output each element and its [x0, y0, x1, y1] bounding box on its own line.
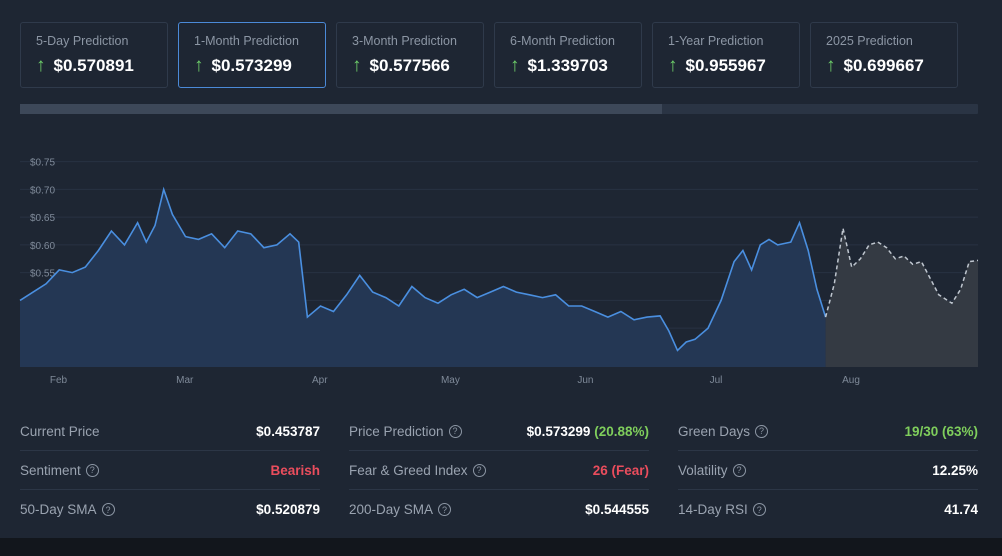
tab-value-row: ↑ $0.955967	[668, 55, 799, 77]
x-tick-label: Jul	[710, 375, 723, 386]
tab-value: $0.699667	[843, 56, 924, 75]
help-icon[interactable]: ?	[752, 503, 766, 516]
stat-current-price: Current Price $0.453787	[20, 412, 320, 451]
stat-volatility: Volatility? 12.25%	[678, 451, 978, 490]
tab-label: 5-Day Prediction	[36, 34, 129, 48]
help-icon[interactable]: ?	[732, 463, 746, 477]
stat-value-change: (20.88%)	[594, 423, 649, 439]
stats-column: Current Price $0.453787 Sentiment? Beari…	[20, 412, 320, 529]
forecast-line	[824, 228, 979, 318]
tab-5-day-prediction[interactable]: 5-Day Prediction ↑ $0.570891	[20, 22, 168, 88]
stat-value: $0.453787	[256, 423, 320, 439]
tab-value: $1.339703	[527, 56, 608, 75]
stat-label: Current Price	[20, 423, 100, 439]
price-chart: $0.75$0.70$0.65$0.60$0.55$0.50$0.45$0.40…	[19, 158, 979, 386]
stats-column: Green Days? 19/30 (63%) Volatility? 12.2…	[678, 412, 978, 529]
help-icon[interactable]: ?	[448, 424, 462, 438]
tab-label: 1-Month Prediction	[194, 34, 299, 48]
tab-2025-prediction[interactable]: 2025 Prediction ↑ $0.699667	[810, 22, 958, 88]
y-tick-label: $0.75	[30, 158, 55, 169]
tab-value-row: ↑ $0.573299	[194, 55, 325, 77]
stat-label: Volatility?	[678, 463, 746, 478]
tab-value: $0.577566	[369, 56, 450, 75]
stat-value: $0.544555	[585, 502, 649, 517]
help-icon[interactable]: ?	[472, 463, 486, 477]
stat-label: 14-Day RSI?	[678, 502, 766, 517]
tab-value: $0.570891	[53, 56, 134, 75]
tab-3-month-prediction[interactable]: 3-Month Prediction ↑ $0.577566	[336, 22, 484, 88]
stats-column: Price Prediction? $0.573299 (20.88%) Fea…	[349, 412, 649, 529]
stat-label: 200-Day SMA?	[349, 502, 452, 517]
stat-fear-greed-index: Fear & Greed Index? 26 (Fear)	[349, 451, 649, 490]
help-icon[interactable]: ?	[85, 463, 99, 477]
stat-value: Bearish	[270, 462, 320, 478]
stat-value: 41.74	[944, 502, 978, 517]
arrow-up-icon: ↑	[352, 55, 362, 76]
x-tick-label: Aug	[842, 375, 860, 386]
help-icon[interactable]: ?	[438, 503, 452, 516]
x-tick-label: Jun	[577, 375, 593, 386]
prediction-tabs: 5-Day Prediction ↑ $0.570891 1-Month Pre…	[20, 22, 958, 88]
stat-label: Fear & Greed Index?	[349, 463, 486, 478]
arrow-up-icon: ↑	[36, 55, 46, 76]
help-icon[interactable]: ?	[755, 424, 769, 438]
tab-label: 3-Month Prediction	[352, 34, 457, 48]
tab-6-month-prediction[interactable]: 6-Month Prediction ↑ $1.339703	[494, 22, 642, 88]
tab-value-row: ↑ $0.577566	[352, 55, 483, 77]
bottom-bar	[0, 538, 1002, 556]
stat-200-day-sma: 200-Day SMA? $0.544555	[349, 490, 649, 529]
tab-label: 6-Month Prediction	[510, 34, 615, 48]
stat-value: 12.25%	[932, 462, 978, 478]
tab-value: $0.955967	[685, 56, 766, 75]
tab-value-row: ↑ $1.339703	[510, 55, 641, 77]
stat-value: $0.573299 (20.88%)	[526, 423, 649, 439]
arrow-up-icon: ↑	[194, 55, 204, 76]
x-tick-label: Feb	[50, 375, 68, 386]
y-tick-label: $0.70	[30, 185, 55, 196]
stat-green-days: Green Days? 19/30 (63%)	[678, 412, 978, 451]
y-tick-label: $0.55	[30, 269, 55, 280]
tab-1-month-prediction[interactable]: 1-Month Prediction ↑ $0.573299	[178, 22, 326, 88]
stat-label: 50-Day SMA?	[20, 502, 115, 517]
scrollbar-thumb[interactable]	[20, 104, 662, 114]
forecast-area	[825, 228, 978, 367]
arrow-up-icon: ↑	[826, 55, 836, 76]
stat-14-day-rsi: 14-Day RSI? 41.74	[678, 490, 978, 529]
stat-value: 26 (Fear)	[592, 462, 649, 478]
y-tick-label: $0.60	[30, 241, 55, 252]
x-tick-label: Mar	[176, 375, 194, 386]
history-area	[20, 189, 826, 367]
tab-1-year-prediction[interactable]: 1-Year Prediction ↑ $0.955967	[652, 22, 800, 88]
arrow-up-icon: ↑	[510, 55, 520, 76]
tab-value: $0.573299	[211, 56, 292, 75]
stat-label: Sentiment?	[20, 463, 99, 478]
horizontal-scrollbar[interactable]	[20, 104, 978, 114]
tab-value-row: ↑ $0.699667	[826, 55, 957, 77]
stats-grid: Current Price $0.453787 Sentiment? Beari…	[20, 412, 980, 529]
stat-sentiment: Sentiment? Bearish	[20, 451, 320, 490]
tab-label: 2025 Prediction	[826, 34, 913, 48]
stat-value: 19/30 (63%)	[904, 423, 978, 439]
stat-label: Price Prediction?	[349, 424, 462, 439]
arrow-up-icon: ↑	[668, 55, 678, 76]
stat-price-prediction: Price Prediction? $0.573299 (20.88%)	[349, 412, 649, 451]
help-icon[interactable]: ?	[101, 503, 115, 516]
stat-label: Green Days?	[678, 424, 769, 439]
x-tick-label: May	[441, 375, 460, 386]
history-line	[19, 186, 827, 352]
stat-value: $0.520879	[256, 502, 320, 517]
tab-value-row: ↑ $0.570891	[36, 55, 167, 77]
tab-label: 1-Year Prediction	[668, 34, 764, 48]
stat-50-day-sma: 50-Day SMA? $0.520879	[20, 490, 320, 529]
y-tick-label: $0.65	[30, 213, 55, 224]
x-tick-label: Apr	[312, 375, 328, 386]
